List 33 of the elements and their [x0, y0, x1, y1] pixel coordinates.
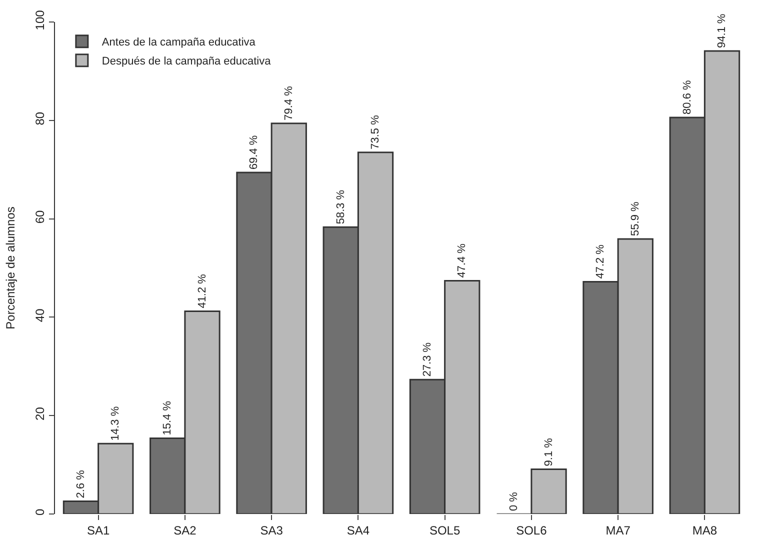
- data-label: 73.5 %: [370, 114, 382, 150]
- y-tick-label: 40: [33, 308, 48, 322]
- y-tick-label: 100: [33, 10, 48, 30]
- data-label: 58.3 %: [334, 190, 347, 224]
- y-tick-label: 0: [33, 508, 48, 516]
- y-axis-title: Porcentaje de alumnos: [4, 206, 18, 330]
- x-tick-label: SOL5: [429, 523, 460, 538]
- y-tick-label: 80: [33, 112, 48, 126]
- data-label: 80.6 %: [681, 80, 694, 114]
- x-tick-label: SA2: [174, 523, 197, 538]
- x-tick-label: SA3: [260, 523, 284, 538]
- data-label: 14.3 %: [110, 406, 122, 441]
- data-label: 27.3 %: [421, 342, 434, 377]
- data-label: 79.4 %: [282, 86, 295, 120]
- x-tick-label: MA8: [692, 523, 718, 538]
- y-tick-label: 20: [33, 406, 48, 420]
- x-tick-label: SA1: [86, 523, 110, 538]
- data-label: 41.2 %: [196, 274, 208, 308]
- data-label: 55.9 %: [629, 202, 642, 236]
- legend-label: Antes de la campaña educativa: [102, 36, 256, 49]
- y-tick-label: 60: [33, 210, 48, 224]
- x-tick-label: MA7: [606, 523, 631, 538]
- data-label: 2.6 %: [74, 470, 87, 498]
- x-tick-label: SA4: [346, 523, 370, 538]
- data-label: 15.4 %: [162, 400, 174, 436]
- data-label: 69.4 %: [248, 135, 260, 170]
- data-label: 0 %: [508, 492, 520, 511]
- data-label: 47.4 %: [456, 243, 468, 278]
- x-tick-label: SOL6: [516, 523, 548, 538]
- data-label: 9.1 %: [542, 438, 555, 466]
- data-label: 94.1 %: [716, 14, 728, 48]
- data-label: 47.2 %: [594, 244, 607, 279]
- legend-label: Después de la campaña educativa: [102, 56, 272, 68]
